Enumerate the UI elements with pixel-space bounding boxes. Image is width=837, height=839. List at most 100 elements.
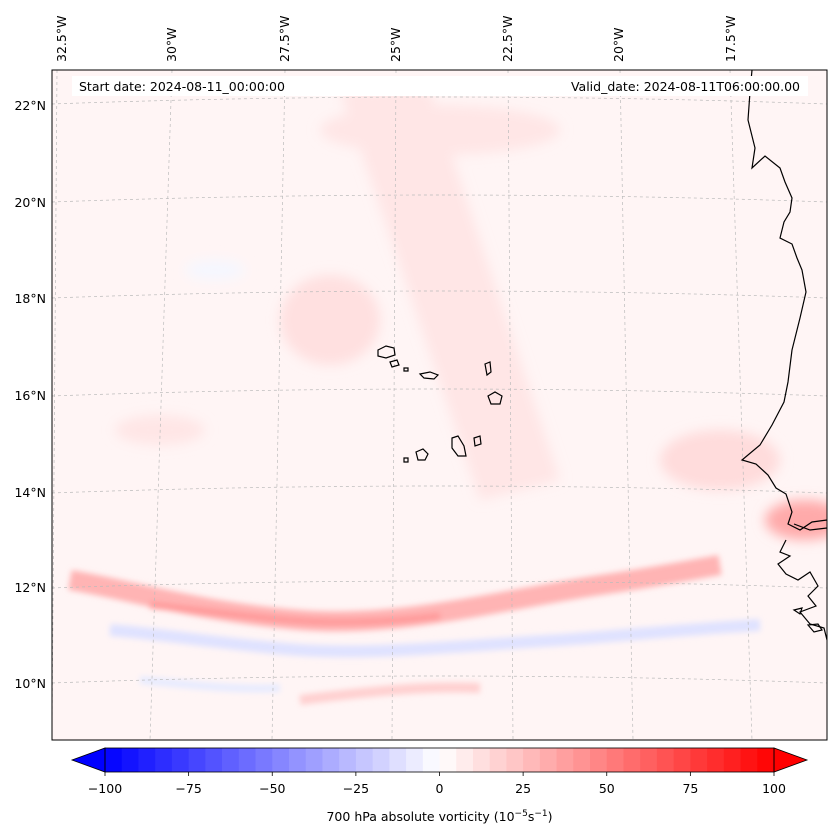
parallel-18n	[52, 290, 827, 299]
parallel-20n	[52, 194, 827, 203]
colorbar-segment	[272, 748, 290, 772]
colorbar-segment	[757, 748, 775, 772]
colorbar-tick-labels: −100 −75 −50 −25 0 25 50 75 100	[88, 781, 786, 796]
meridian-17.5w	[729, 70, 753, 740]
parallel-14n	[52, 485, 827, 494]
colorbar-segment	[171, 748, 190, 772]
colorbar-tick-label: −100	[88, 781, 122, 796]
colorbar-segment	[590, 748, 608, 772]
island-fogo	[415, 448, 429, 461]
guinea-islands	[792, 607, 823, 633]
colorbar-segment	[606, 748, 624, 772]
colorbar-segment	[690, 748, 708, 772]
colorbar-segment	[188, 748, 206, 772]
parallel-10n	[52, 675, 827, 684]
colorbar-segment	[121, 748, 139, 772]
meridian-32.5w	[52, 70, 58, 740]
lon-label: 27.5°W	[277, 16, 292, 62]
africa-coastline	[740, 70, 827, 531]
lon-label: 17.5°W	[723, 16, 738, 62]
vorticity-trough-core	[149, 601, 441, 626]
vorticity-patch-southeast	[660, 430, 780, 490]
colorbar-segments	[105, 748, 775, 772]
vorticity-lower-band	[299, 682, 481, 705]
meridian-27.5w	[271, 70, 286, 740]
lat-label: 12°N	[14, 580, 46, 595]
coastlines	[740, 70, 827, 641]
colorbar-segment	[656, 748, 675, 772]
colorbar-segment	[389, 748, 407, 772]
colorbar-title: 700 hPa absolute vorticity (10−5s−1)	[326, 809, 552, 824]
colorbar-segment	[573, 748, 591, 772]
meridian-25w	[391, 70, 397, 740]
colorbar-segment	[155, 748, 173, 772]
vorticity-negative-band	[109, 619, 761, 658]
lat-label: 22°N	[14, 98, 46, 113]
colorbar-segment	[539, 748, 557, 772]
vorticity-negative-west	[185, 260, 245, 280]
colorbar-segment	[322, 748, 340, 772]
island-sao-nicolau	[418, 371, 440, 380]
lon-label: 25°W	[388, 27, 403, 62]
colorbar-segment	[406, 748, 424, 772]
header-background	[72, 76, 808, 96]
island-sao-vicente	[389, 359, 400, 368]
valid-date-label: Valid_date: 2024-08-11T06:00:00.00	[571, 79, 800, 94]
colorbar-segment	[673, 748, 691, 772]
colorbar-segment	[105, 748, 123, 772]
colorbar-extend-low	[70, 747, 106, 773]
island-sal	[484, 361, 492, 377]
colorbar-segment	[456, 748, 474, 772]
colorbar: −100 −75 −50 −25 0 25 50 75 100 700 hPa …	[70, 747, 809, 824]
colorbar-segment	[506, 748, 524, 772]
colorbar-segment	[255, 748, 273, 772]
colorbar-segment	[723, 748, 741, 772]
island-boa-vista	[487, 391, 503, 405]
island-brava	[403, 457, 409, 463]
longitude-labels: 32.5°W 30°W 27.5°W 25°W 22.5°W 20°W 17.5…	[54, 16, 738, 62]
island-santiago	[451, 435, 467, 457]
colorbar-tick-label: 75	[682, 781, 698, 796]
colorbar-tick-label: −50	[259, 781, 285, 796]
colorbar-segment	[640, 748, 658, 772]
start-date-label: Start date: 2024-08-11_00:00:00	[79, 79, 285, 94]
colorbar-segment	[422, 748, 440, 772]
vorticity-patch-north	[320, 105, 560, 155]
lat-label: 18°N	[14, 291, 46, 306]
lat-label: 20°N	[14, 195, 46, 210]
colorbar-segment	[523, 748, 541, 772]
colorbar-segment	[222, 748, 240, 772]
gridlines	[52, 70, 827, 740]
colorbar-segment	[205, 748, 223, 772]
vorticity-patch-central	[280, 275, 380, 365]
colorbar-tick-label: −25	[343, 781, 369, 796]
colorbar-segment	[439, 748, 457, 772]
colorbar-tick-label: 50	[599, 781, 615, 796]
colorbar-extend-high	[773, 747, 809, 773]
parallel-16n	[52, 388, 827, 397]
vorticity-field	[68, 90, 827, 705]
lon-label: 32.5°W	[54, 16, 69, 62]
lon-label: 22.5°W	[500, 16, 515, 62]
map-border	[51, 69, 828, 741]
colorbar-segment	[489, 748, 507, 772]
colorbar-segment	[623, 748, 641, 772]
island-santa-luzia	[403, 367, 409, 372]
colorbar-tick-label: 0	[436, 781, 444, 796]
colorbar-segment	[339, 748, 357, 772]
meridian-30w	[149, 70, 173, 740]
lat-label: 10°N	[14, 676, 46, 691]
parallel-12n	[52, 580, 827, 589]
colorbar-segment	[355, 748, 374, 772]
island-santo-antao	[377, 345, 396, 359]
colorbar-segment	[472, 748, 491, 772]
colorbar-segment	[556, 748, 574, 772]
latitude-labels: 22°N 20°N 18°N 16°N 14°N 12°N 10°N	[14, 98, 46, 691]
vorticity-southern-negative	[139, 676, 281, 693]
gambia-coast	[793, 523, 827, 531]
island-maio	[473, 435, 482, 447]
colorbar-segment	[372, 748, 390, 772]
parallel-22n	[52, 96, 827, 105]
colorbar-tick-label: 25	[515, 781, 531, 796]
